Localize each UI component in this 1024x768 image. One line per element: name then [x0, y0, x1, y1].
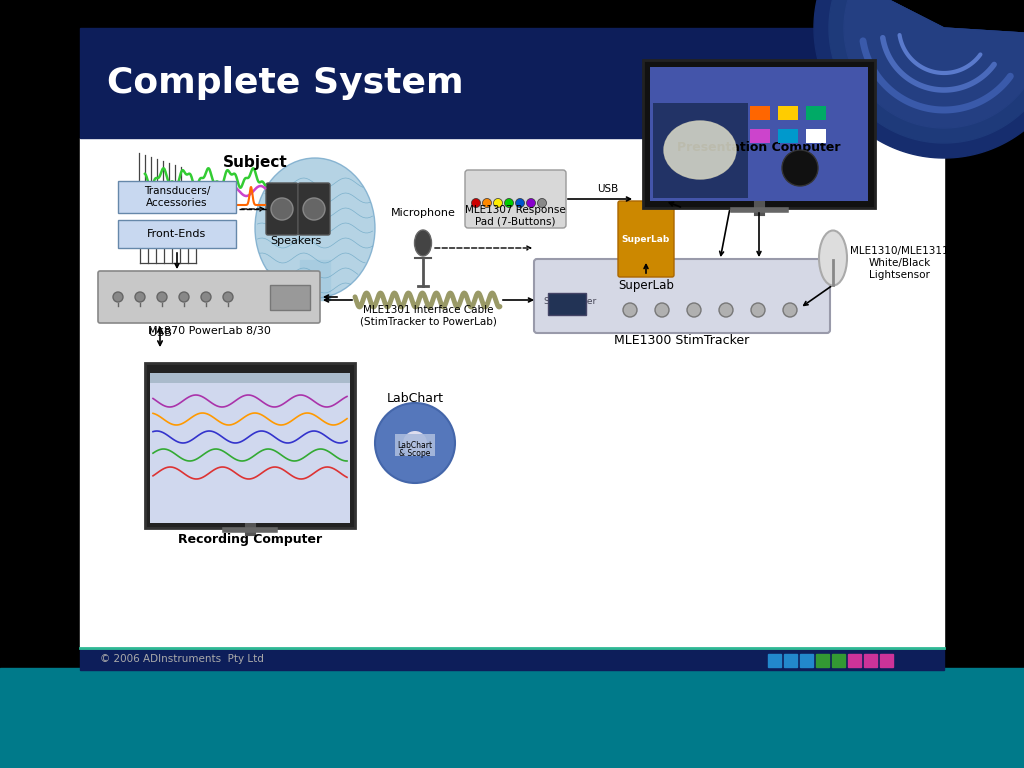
FancyBboxPatch shape — [266, 183, 298, 235]
Circle shape — [505, 198, 513, 207]
Text: SuperLab: SuperLab — [622, 234, 670, 243]
Bar — [150, 373, 350, 523]
Circle shape — [782, 150, 818, 186]
Bar — [650, 67, 868, 201]
Bar — [750, 129, 770, 143]
Circle shape — [751, 303, 765, 317]
Circle shape — [303, 198, 325, 220]
FancyBboxPatch shape — [618, 201, 674, 277]
Text: ML870 PowerLab 8/30: ML870 PowerLab 8/30 — [147, 326, 270, 336]
Text: Transducers/
Accessories: Transducers/ Accessories — [143, 186, 210, 208]
Circle shape — [271, 198, 293, 220]
Text: Front-Ends: Front-Ends — [147, 229, 207, 239]
Text: Recording Computer: Recording Computer — [178, 534, 323, 547]
Circle shape — [471, 198, 480, 207]
Text: MLE1310/MLE1311
White/Black
Lightsensor: MLE1310/MLE1311 White/Black Lightsensor — [850, 247, 948, 280]
Bar — [750, 106, 770, 120]
Bar — [778, 106, 798, 120]
Bar — [395, 434, 435, 456]
FancyBboxPatch shape — [298, 183, 330, 235]
Bar — [653, 103, 748, 198]
Bar — [806, 129, 826, 143]
Polygon shape — [844, 0, 1024, 128]
Circle shape — [403, 431, 427, 455]
Bar — [80, 648, 944, 670]
Bar — [145, 363, 355, 528]
Text: MLE1307 Response
Pad (7-Buttons): MLE1307 Response Pad (7-Buttons) — [465, 205, 565, 227]
Circle shape — [494, 198, 503, 207]
Ellipse shape — [415, 230, 431, 256]
Circle shape — [179, 292, 189, 302]
Circle shape — [719, 303, 733, 317]
Bar — [768, 654, 781, 667]
Circle shape — [482, 198, 492, 207]
Text: Presentation Computer: Presentation Computer — [677, 141, 841, 154]
Circle shape — [655, 303, 669, 317]
Bar — [806, 106, 826, 120]
Ellipse shape — [255, 158, 375, 298]
Text: & Scope: & Scope — [399, 449, 431, 458]
Bar — [150, 373, 350, 383]
Bar — [831, 654, 845, 667]
Text: LabChart: LabChart — [386, 392, 443, 405]
Circle shape — [157, 292, 167, 302]
FancyBboxPatch shape — [98, 271, 319, 323]
Bar — [643, 60, 874, 208]
Circle shape — [538, 198, 547, 207]
Bar — [864, 654, 877, 667]
Bar — [778, 129, 798, 143]
Circle shape — [201, 292, 211, 302]
Text: USB: USB — [148, 328, 171, 338]
Text: Complete System: Complete System — [106, 66, 464, 100]
Bar — [118, 220, 236, 248]
Circle shape — [223, 292, 233, 302]
FancyBboxPatch shape — [534, 259, 830, 333]
Text: Microphone: Microphone — [390, 208, 456, 218]
FancyBboxPatch shape — [465, 170, 566, 228]
Circle shape — [113, 292, 123, 302]
Text: © 2006 ADInstruments  Pty Ltd: © 2006 ADInstruments Pty Ltd — [100, 654, 264, 664]
Circle shape — [526, 198, 536, 207]
Text: StimTracker: StimTracker — [544, 296, 597, 306]
Circle shape — [375, 403, 455, 483]
Text: Speakers: Speakers — [270, 236, 322, 246]
Circle shape — [687, 303, 701, 317]
Bar — [848, 654, 861, 667]
Bar — [548, 293, 586, 315]
Circle shape — [623, 303, 637, 317]
Bar — [270, 285, 310, 310]
Bar — [784, 654, 797, 667]
Bar — [80, 28, 944, 138]
Bar — [118, 181, 236, 213]
Polygon shape — [829, 0, 1024, 143]
Polygon shape — [0, 668, 1024, 768]
Text: SuperLab: SuperLab — [618, 279, 674, 292]
Ellipse shape — [819, 230, 847, 286]
Bar — [800, 654, 813, 667]
Text: USB: USB — [597, 184, 618, 194]
Circle shape — [135, 292, 145, 302]
Bar — [816, 654, 829, 667]
Ellipse shape — [664, 121, 736, 179]
Polygon shape — [814, 0, 1024, 158]
Circle shape — [515, 198, 524, 207]
Text: LabChart: LabChart — [397, 441, 432, 449]
Text: Subject: Subject — [222, 155, 288, 170]
Bar — [880, 654, 893, 667]
Text: MLE1301 Interface Cable
(StimTracker to PowerLab): MLE1301 Interface Cable (StimTracker to … — [359, 305, 497, 327]
Text: MLE1300 StimTracker: MLE1300 StimTracker — [614, 333, 750, 346]
Circle shape — [783, 303, 797, 317]
Bar — [300, 260, 330, 300]
Bar — [80, 138, 944, 648]
